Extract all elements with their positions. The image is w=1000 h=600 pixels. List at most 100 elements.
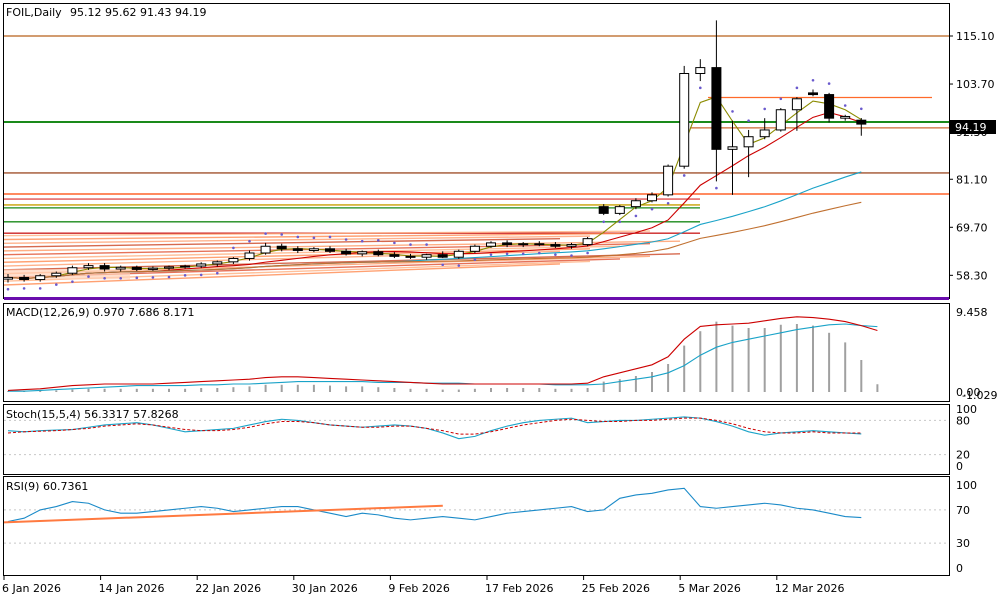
sar-dot xyxy=(457,264,461,267)
sar-dot xyxy=(521,252,525,256)
macd-tick-label: 9.458 xyxy=(956,306,988,319)
sar-dot xyxy=(699,86,702,90)
sar-dot xyxy=(393,241,396,245)
sar-dot xyxy=(666,201,670,205)
sar-dot xyxy=(650,207,654,211)
candle-body xyxy=(67,267,78,274)
trend-line xyxy=(3,230,651,237)
sar-dot xyxy=(360,239,364,243)
sar-dot xyxy=(570,254,573,257)
candle-body xyxy=(550,244,561,247)
last-price-tag: 94.19 xyxy=(950,120,996,134)
sar-dot xyxy=(103,276,106,280)
rsi-title: RSI(9) 60.7361 xyxy=(6,480,88,493)
time-tick-label: 12 Mar 2026 xyxy=(775,582,845,595)
rsi-tick-label: 100 xyxy=(956,479,977,492)
candle-body xyxy=(389,254,400,257)
candle-body xyxy=(791,98,802,111)
candle-body xyxy=(196,263,207,267)
candle-body xyxy=(598,206,609,214)
sar-dot xyxy=(441,263,445,267)
time-tick-label: 17 Feb 2026 xyxy=(485,582,553,595)
sar-dot xyxy=(55,283,58,286)
sar-dot xyxy=(409,243,412,246)
price-tick-label: 58.30 xyxy=(956,269,988,282)
candle-body xyxy=(502,242,513,246)
sar-dot xyxy=(811,78,815,82)
candle-body xyxy=(840,115,851,119)
time-tick-label: 14 Jan 2026 xyxy=(99,582,165,595)
horizontal-levels xyxy=(3,35,949,286)
sar-dot xyxy=(634,214,638,218)
sar-dot xyxy=(827,82,831,85)
sar-dot xyxy=(715,186,718,190)
macd-tick-label: 0.00 xyxy=(956,386,981,399)
time-axis: 6 Jan 2026 14 Jan 2026 22 Jan 2026 30 Jan 2… xyxy=(2,576,845,595)
rsi-trendline xyxy=(3,504,443,524)
candle-body xyxy=(647,194,657,202)
sar-dot xyxy=(763,107,766,111)
sar-dot xyxy=(779,97,783,101)
candle-body xyxy=(711,67,722,150)
sar-dot xyxy=(344,238,348,241)
chart-ohlc: 95.12 95.62 91.43 94.19 xyxy=(70,6,206,19)
sar-dot xyxy=(71,280,74,283)
macd-title: MACD(12,26,9) 0.970 7.686 8.171 xyxy=(6,306,195,319)
trend-line xyxy=(3,237,561,248)
macd-axis-ticks: 9.458 0.00-1.029 xyxy=(956,306,997,402)
stoch-tick-label: 100 xyxy=(956,403,977,416)
chart-symbol: FOIL,Daily xyxy=(6,6,62,19)
sar-dot xyxy=(377,239,380,242)
trend-line xyxy=(3,263,561,286)
candle-body xyxy=(614,206,625,214)
rsi-axis-ticks: 100 70 30 0 xyxy=(956,479,977,575)
macd-pane-frame xyxy=(3,303,950,402)
time-tick-label: 30 Jan 2026 xyxy=(292,582,358,595)
candle-body xyxy=(679,72,690,167)
shaded-zone xyxy=(4,269,130,280)
candle-body xyxy=(244,252,255,259)
sar-dot xyxy=(731,110,734,113)
macd-line xyxy=(7,316,878,391)
time-tick-label: 9 Feb 2026 xyxy=(388,582,449,595)
candle-body xyxy=(180,265,191,268)
parabolic-sar xyxy=(6,78,863,291)
candle-body xyxy=(695,67,706,74)
stochastic-indicator xyxy=(4,416,949,456)
candle-body xyxy=(99,265,110,270)
sar-dot xyxy=(505,252,509,256)
rsi-indicator xyxy=(3,487,949,544)
price-tick-label: 69.70 xyxy=(956,221,988,234)
sar-dot xyxy=(248,239,251,243)
candle-body xyxy=(437,254,448,258)
sar-dot xyxy=(264,232,267,235)
candle-body xyxy=(228,257,239,263)
sar-dot xyxy=(312,236,316,240)
candle-body xyxy=(759,129,770,138)
trend-line xyxy=(3,232,621,241)
candle-body xyxy=(775,109,786,131)
candle-body xyxy=(518,243,529,246)
candle-body xyxy=(3,276,13,280)
price-pane-bottom-bar xyxy=(4,297,949,300)
candles xyxy=(3,20,867,283)
candle-body xyxy=(421,254,432,258)
last-price-box xyxy=(950,120,996,134)
candle-body xyxy=(824,94,835,119)
sar-dot xyxy=(280,233,284,236)
candle-body xyxy=(856,119,867,125)
stoch-tick-label: 80 xyxy=(956,414,970,427)
candle-body xyxy=(164,266,174,269)
sar-dot xyxy=(199,273,203,277)
sar-dot xyxy=(425,243,428,246)
sar-dot xyxy=(538,251,541,255)
candle-body xyxy=(147,267,158,270)
candle-body xyxy=(357,251,368,255)
candle-body xyxy=(341,250,352,255)
candle-body xyxy=(35,275,46,281)
time-tick-label: 22 Jan 2026 xyxy=(195,582,261,595)
stoch-tick-label: 0 xyxy=(956,460,963,473)
rsi-pane-frame xyxy=(3,476,950,576)
candle-body xyxy=(582,238,593,246)
